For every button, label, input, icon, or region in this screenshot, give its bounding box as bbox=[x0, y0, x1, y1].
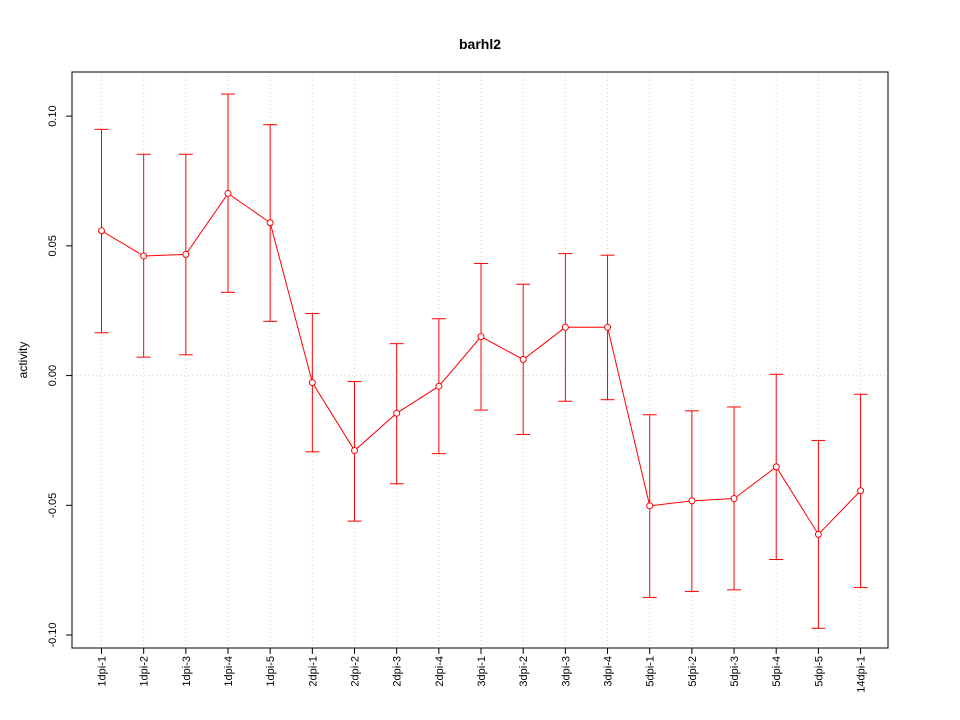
x-tick-label: 5dpi-1 bbox=[645, 656, 657, 687]
x-tick-label: 3dpi-2 bbox=[518, 656, 530, 687]
data-point bbox=[393, 409, 401, 417]
data-point bbox=[730, 495, 738, 503]
x-tick-label: 1dpi-5 bbox=[265, 656, 277, 687]
y-tick-label: -0.10 bbox=[47, 622, 59, 647]
axes: -0.10 -0.05 0.00 0.05 0.10 1dpi-1 1dpi-2 1dpi-3… bbox=[47, 105, 868, 692]
x-tick-label: 1dpi-1 bbox=[97, 656, 109, 687]
y-tick-label: 0.00 bbox=[47, 365, 59, 386]
x-tick-label: 2dpi-2 bbox=[350, 656, 362, 687]
y-tick-label: 0.05 bbox=[47, 235, 59, 256]
data-point bbox=[561, 323, 569, 331]
y-axis-label: activity bbox=[16, 342, 30, 379]
y-tick-label: 0.10 bbox=[47, 105, 59, 126]
data-series bbox=[94, 93, 868, 629]
y-tick-label: -0.05 bbox=[47, 493, 59, 518]
x-tick-label: 5dpi-2 bbox=[687, 656, 699, 687]
data-point bbox=[98, 227, 105, 235]
x-tick-label: 1dpi-2 bbox=[139, 656, 151, 687]
data-point bbox=[435, 382, 443, 390]
data-point bbox=[772, 463, 780, 471]
x-tick-label: 1dpi-3 bbox=[181, 656, 193, 687]
data-point bbox=[604, 323, 612, 331]
chart-title: barhl2 bbox=[459, 36, 501, 52]
plot-frame bbox=[71, 71, 889, 649]
x-tick-label: 2dpi-4 bbox=[434, 656, 446, 687]
data-point bbox=[477, 333, 485, 341]
x-tick-label: 2dpi-3 bbox=[392, 656, 404, 687]
data-point bbox=[182, 250, 190, 258]
data-point bbox=[266, 219, 274, 227]
data-point bbox=[857, 487, 865, 495]
data-point bbox=[519, 355, 527, 363]
x-tick-label: 2dpi-1 bbox=[307, 656, 319, 687]
grid-lines bbox=[72, 72, 888, 648]
x-tick-label: 3dpi-4 bbox=[603, 656, 615, 687]
data-point bbox=[224, 189, 232, 197]
x-tick-label: 5dpi-4 bbox=[771, 656, 783, 687]
x-tick-label: 5dpi-3 bbox=[729, 656, 741, 687]
data-point bbox=[688, 497, 696, 505]
data-point bbox=[140, 252, 148, 260]
x-tick-label: 5dpi-5 bbox=[813, 656, 825, 687]
x-tick-label: 14dpi-1 bbox=[856, 656, 868, 693]
data-point bbox=[351, 447, 359, 455]
data-point bbox=[814, 530, 822, 538]
data-point bbox=[308, 379, 316, 387]
data-point bbox=[646, 502, 654, 510]
x-tick-label: 3dpi-1 bbox=[476, 656, 488, 687]
x-tick-label: 1dpi-4 bbox=[223, 656, 235, 687]
x-tick-label: 3dpi-3 bbox=[560, 656, 572, 687]
